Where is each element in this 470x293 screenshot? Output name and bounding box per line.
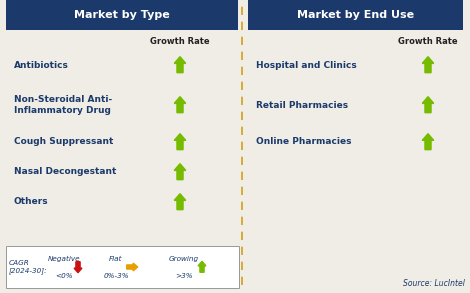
Text: Market by Type: Market by Type xyxy=(74,10,170,20)
Polygon shape xyxy=(422,57,434,73)
Text: <0%: <0% xyxy=(55,273,73,279)
Polygon shape xyxy=(198,261,206,272)
Polygon shape xyxy=(422,97,434,113)
Text: Negative: Negative xyxy=(47,256,80,262)
Polygon shape xyxy=(174,134,186,150)
FancyBboxPatch shape xyxy=(6,0,238,30)
FancyBboxPatch shape xyxy=(6,246,239,288)
FancyBboxPatch shape xyxy=(248,0,463,30)
Polygon shape xyxy=(74,262,82,273)
Polygon shape xyxy=(174,57,186,73)
Text: Growth Rate: Growth Rate xyxy=(150,38,210,47)
Text: Antibiotics: Antibiotics xyxy=(14,60,69,69)
Text: Retail Pharmacies: Retail Pharmacies xyxy=(256,100,348,110)
Text: >3%: >3% xyxy=(175,273,193,279)
Text: Flat: Flat xyxy=(109,256,123,262)
Text: Non-Steroidal Anti-
Inflammatory Drug: Non-Steroidal Anti- Inflammatory Drug xyxy=(14,95,112,115)
Text: Hospital and Clinics: Hospital and Clinics xyxy=(256,60,357,69)
Text: Growing: Growing xyxy=(169,256,199,262)
Text: Others: Others xyxy=(14,197,48,207)
Text: 0%-3%: 0%-3% xyxy=(103,273,129,279)
Text: Source: LucIntel: Source: LucIntel xyxy=(403,279,465,287)
Text: Cough Suppressant: Cough Suppressant xyxy=(14,137,113,146)
Text: Market by End Use: Market by End Use xyxy=(297,10,414,20)
Polygon shape xyxy=(174,164,186,180)
Polygon shape xyxy=(127,263,138,271)
Text: Nasal Decongestant: Nasal Decongestant xyxy=(14,168,117,176)
Polygon shape xyxy=(422,134,434,150)
Polygon shape xyxy=(174,194,186,210)
Text: Growth Rate: Growth Rate xyxy=(398,38,458,47)
Text: Online Pharmacies: Online Pharmacies xyxy=(256,137,352,146)
Polygon shape xyxy=(174,97,186,113)
Text: CAGR
[2024-30]:: CAGR [2024-30]: xyxy=(9,260,47,274)
